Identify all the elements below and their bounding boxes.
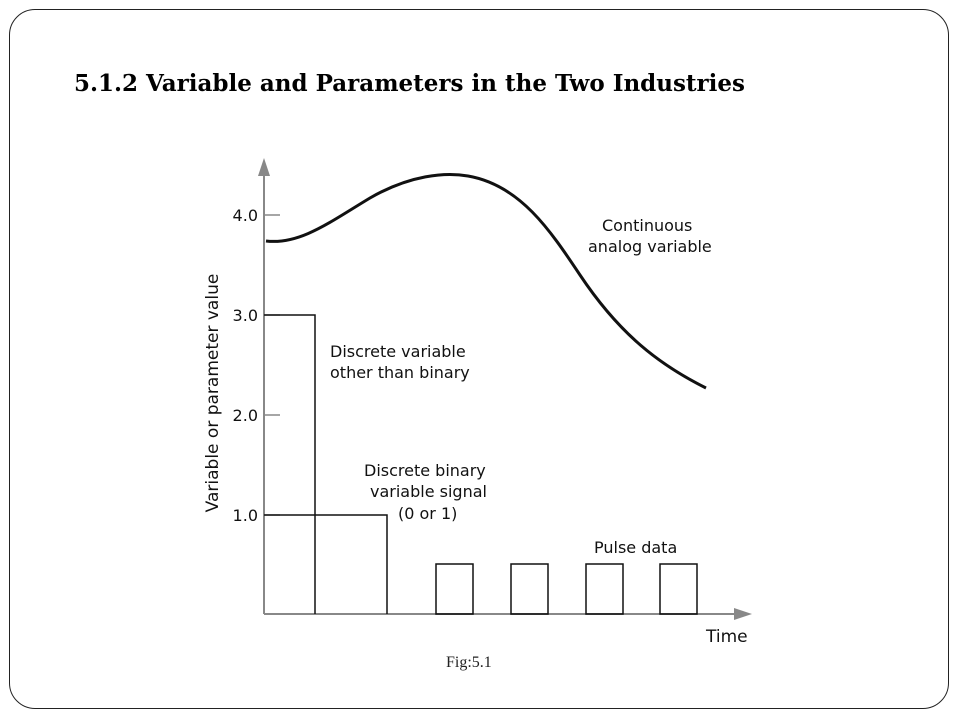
y-tick-label-1: 1.0: [233, 506, 258, 525]
pulse-4: [659, 563, 698, 615]
figure-caption: Fig:5.1: [446, 654, 492, 671]
y-tick-label-2: 2.0: [233, 406, 258, 425]
binary-label-line2: variable signal: [370, 482, 487, 501]
continuous-label-line1: Continuous: [602, 216, 692, 235]
pulse-2: [510, 563, 549, 615]
discrete-label-line2: other than binary: [330, 363, 470, 382]
binary-signal-step: [264, 514, 388, 614]
pulse-3: [585, 563, 624, 615]
y-tick-label-3: 3.0: [233, 306, 258, 325]
discrete-variable-bar: [264, 314, 316, 614]
y-axis-arrow: [258, 158, 270, 176]
pulse-label: Pulse data: [594, 538, 677, 557]
discrete-label-line1: Discrete variable: [330, 342, 466, 361]
x-axis-arrow: [734, 608, 752, 620]
continuous-label-line2: analog variable: [588, 237, 712, 256]
slide-frame: [9, 9, 949, 709]
y-axis-label: Variable or parameter value: [203, 274, 223, 513]
binary-label-line3: (0 or 1): [398, 504, 457, 523]
continuous-analog-curve: [265, 173, 707, 390]
slide-title: 5.1.2 Variable and Parameters in the Two…: [74, 70, 745, 97]
x-axis-label: Time: [705, 627, 748, 647]
pulse-1: [435, 563, 474, 615]
binary-label-line1: Discrete binary: [364, 461, 486, 480]
y-tick-label-4: 4.0: [233, 206, 258, 225]
